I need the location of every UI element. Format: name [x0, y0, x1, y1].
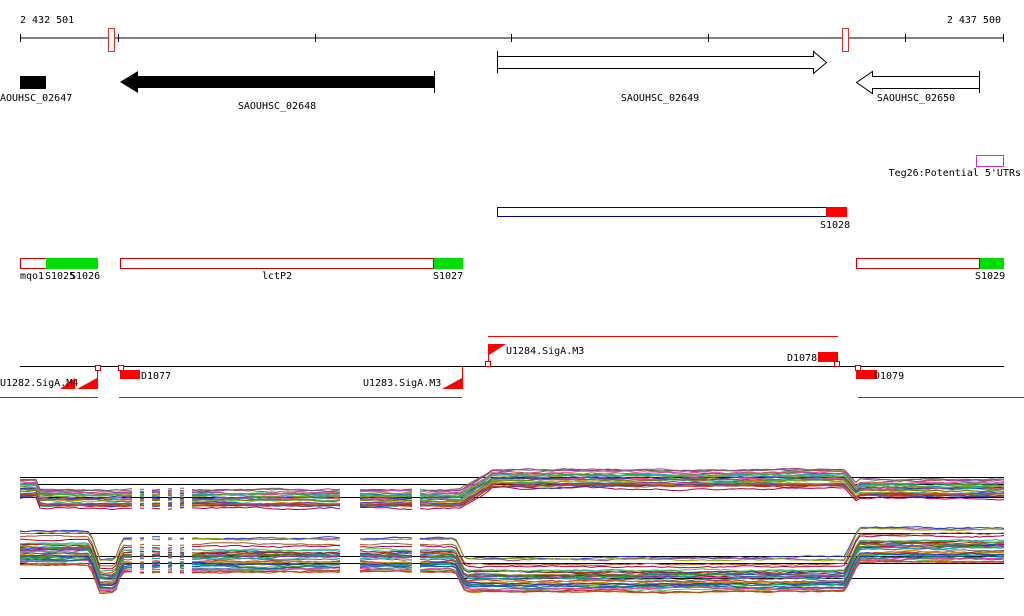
- gene-label: SAOUHSC_02648: [238, 101, 316, 112]
- gene-arrow: [855, 70, 980, 95]
- expression-profile-line: [19, 483, 1005, 508]
- expression-profile-line: [19, 478, 1005, 503]
- expression-profile-line: [19, 549, 1005, 585]
- expression-track-upper: [19, 467, 1005, 511]
- expression-profile-line: [20, 539, 1004, 573]
- expression-profile-line: [19, 470, 1005, 496]
- feature-box: [120, 370, 140, 379]
- gene-arrow: [20, 76, 46, 89]
- feature-site: [834, 361, 840, 367]
- promoter-site: [95, 365, 101, 371]
- expression-profile-line: [19, 474, 1005, 499]
- ruler-end-label: 2 437 500: [947, 15, 1001, 26]
- segment-highlight: [434, 258, 463, 269]
- feature-label: D1079: [874, 371, 904, 382]
- promoter-u1284[interactable]: U1284.SigA.M3: [485, 344, 585, 367]
- ruler-start-label: 2 432 501: [20, 15, 74, 26]
- promoter-u1282[interactable]: U1282.SigA.M4: [0, 365, 101, 390]
- segment-label: S1025: [45, 271, 75, 282]
- segment-box: [20, 258, 47, 269]
- utr-track-label: Teg26:Potential 5'UTRs: [889, 168, 1021, 179]
- segment-label: S1026: [70, 271, 100, 282]
- expression-profile-line: [19, 540, 1005, 574]
- segment-box: [120, 258, 434, 269]
- transcript-label: S1028: [820, 220, 850, 231]
- segment-mqo1[interactable]: mqo1 S1025 S1026: [20, 258, 100, 282]
- segment-label: mqo1: [20, 271, 44, 282]
- transcript-track: S1028: [497, 207, 851, 231]
- gene-02648[interactable]: SAOUHSC_02648: [120, 71, 435, 112]
- expression-track-lower: [19, 526, 1005, 595]
- ruler-marker[interactable]: [108, 28, 115, 52]
- feature-box: [856, 370, 877, 379]
- feature-site: [118, 365, 124, 371]
- gene-02650[interactable]: SAOUHSC_02650: [855, 70, 980, 104]
- segment-label: lctP2: [262, 271, 292, 282]
- expression-profile-line: [20, 560, 1005, 595]
- expression-profile-line: [19, 546, 1005, 581]
- expression-profile-line: [19, 555, 1005, 589]
- transcript-body: [497, 207, 827, 217]
- expression-profile-line: [19, 527, 1005, 562]
- transcript-s1028[interactable]: S1028: [497, 207, 851, 231]
- gene-arrow: [120, 71, 434, 93]
- promoter-flag: [60, 378, 75, 389]
- feature-d1077[interactable]: D1077: [118, 365, 172, 383]
- promoter-flag: [489, 344, 506, 355]
- expression-profile-line: [19, 467, 1005, 492]
- feature-label: D1077: [141, 371, 171, 382]
- gene-track: AOUHSC_02647 SAOUHSC_02648 SAOUHSC_02649…: [0, 50, 980, 112]
- gene-label: SAOUHSC_02650: [877, 93, 955, 104]
- transcript-segment: [826, 207, 847, 217]
- segment-label: S1027: [433, 271, 463, 282]
- gene-label: SAOUHSC_02649: [621, 93, 699, 104]
- promoter-track: U1282.SigA.M4 D1077 U1283.SigA.M3 U1284.…: [0, 336, 1024, 398]
- promoter-label: U1282.SigA.M4: [0, 378, 78, 389]
- segment-label: S1029: [975, 271, 1005, 282]
- gene-label: AOUHSC_02647: [0, 93, 72, 104]
- segment-highlight: [46, 258, 98, 269]
- promoter-site: [485, 361, 491, 367]
- ruler-marker[interactable]: [842, 28, 849, 52]
- segment-track: mqo1 S1025 S1026 lctP2 S1027 S1029: [20, 258, 1005, 282]
- promoter-flag: [77, 378, 97, 389]
- segment-lctp2[interactable]: lctP2 S1027: [120, 258, 464, 282]
- gene-02647[interactable]: AOUHSC_02647: [0, 76, 72, 104]
- feature-d1079[interactable]: D1079: [855, 365, 905, 383]
- feature-site: [855, 365, 861, 371]
- segment-s1029[interactable]: S1029: [856, 258, 1006, 282]
- expression-profile-line: [19, 486, 1005, 511]
- promoter-label: U1284.SigA.M3: [506, 346, 584, 357]
- segment-highlight: [980, 258, 1004, 269]
- expression-profile-line: [19, 552, 1005, 586]
- expression-profile-line: [19, 534, 1005, 570]
- gene-arrow: [497, 50, 828, 75]
- utr-track: Teg26:Potential 5'UTRs: [889, 155, 1021, 179]
- coordinate-ruler: 2 432 501 2 437 500: [20, 15, 1004, 52]
- feature-label: D1078: [787, 353, 817, 364]
- promoter-label: U1283.SigA.M3: [363, 378, 441, 389]
- utr-feature[interactable]: [976, 155, 1004, 167]
- feature-box: [818, 352, 838, 362]
- promoter-u1283[interactable]: U1283.SigA.M3: [363, 367, 463, 389]
- promoter-flag: [442, 378, 462, 389]
- segment-box: [856, 258, 980, 269]
- feature-d1078[interactable]: D1078: [787, 352, 840, 367]
- gene-02649[interactable]: SAOUHSC_02649: [497, 50, 828, 104]
- ruler-ticks: [20, 34, 1004, 42]
- expression-profile-line: [19, 532, 1005, 567]
